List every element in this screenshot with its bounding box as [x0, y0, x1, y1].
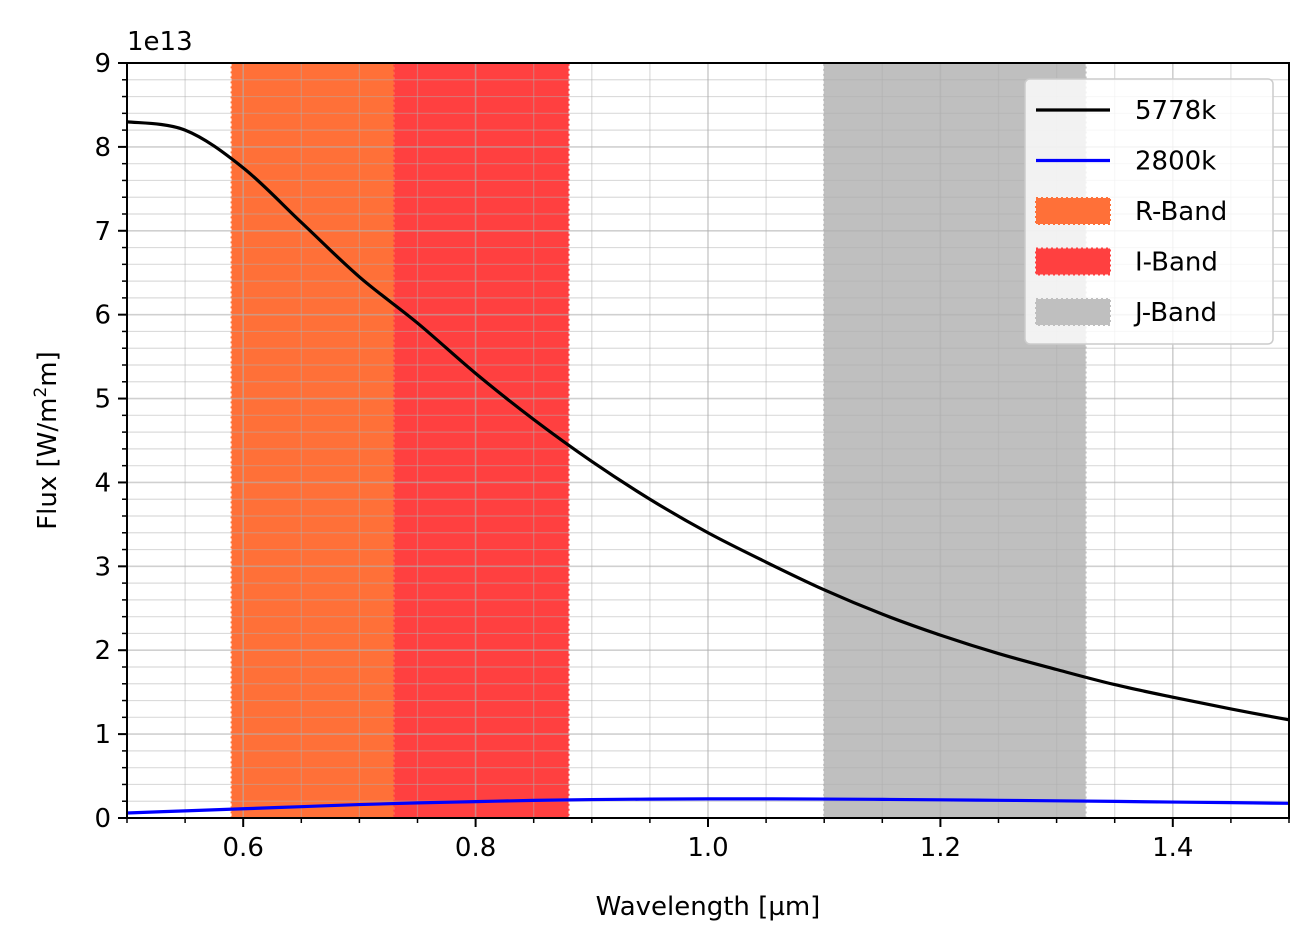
y-axis-title: Flux [W/m2m] — [31, 351, 63, 530]
legend-label: 2800k — [1135, 147, 1216, 177]
y-axis-title-superscript: 2 — [31, 387, 51, 398]
y-tick-label: 8 — [94, 133, 111, 163]
legend-label: 5778k — [1135, 96, 1216, 126]
ticks-layer — [118, 62, 1290, 827]
y-tick-label: 1 — [94, 720, 111, 750]
legend-label: J-Band — [1133, 298, 1217, 328]
x-axis-title: Wavelength [µm] — [596, 892, 821, 922]
x-tick-label: 1.2 — [920, 833, 961, 863]
y-tick-label: 9 — [94, 49, 111, 79]
legend-box — [1024, 78, 1274, 345]
series-layer — [126, 120, 1290, 815]
band-i-band — [393, 62, 570, 819]
y-tick-label: 2 — [94, 636, 111, 666]
y-tick-label: 3 — [94, 552, 111, 582]
x-tick-label: 0.6 — [223, 833, 264, 863]
y-tick-label: 4 — [94, 468, 111, 498]
series-line-2800k — [126, 797, 1290, 815]
x-tick-label: 1.4 — [1152, 833, 1193, 863]
legend-swatch-i-band — [1035, 247, 1111, 276]
band-r-band — [230, 62, 396, 819]
y-tick-label: 6 — [94, 301, 111, 331]
legend: 5778k 2800k R-Band I-Band J-Band — [1024, 78, 1274, 345]
y-axis-title-suffix: m] — [33, 351, 63, 386]
y-axis-title-prefix: Flux [W/m — [33, 398, 63, 530]
y-tick-label: 0 — [94, 804, 111, 834]
legend-entries: 5778k 2800k R-Band I-Band J-Band — [1035, 96, 1227, 328]
y-offset-label: 1e13 — [127, 27, 193, 57]
legend-swatch-r-band — [1035, 197, 1111, 225]
legend-swatch-j-band — [1035, 298, 1111, 326]
y-tick-label: 7 — [94, 217, 111, 247]
y-tick-label: 5 — [94, 385, 111, 415]
legend-label: R-Band — [1135, 197, 1227, 227]
x-tick-label: 0.8 — [455, 833, 496, 863]
series-line-5778k — [126, 120, 1290, 722]
grid-layer — [126, 62, 1290, 819]
legend-label: I-Band — [1135, 248, 1218, 278]
x-tick-label: 1.0 — [687, 833, 728, 863]
labels-layer: 0.6 0.8 1.0 1.2 1.4 0 1 2 3 4 5 6 7 8 9 — [94, 49, 1193, 863]
